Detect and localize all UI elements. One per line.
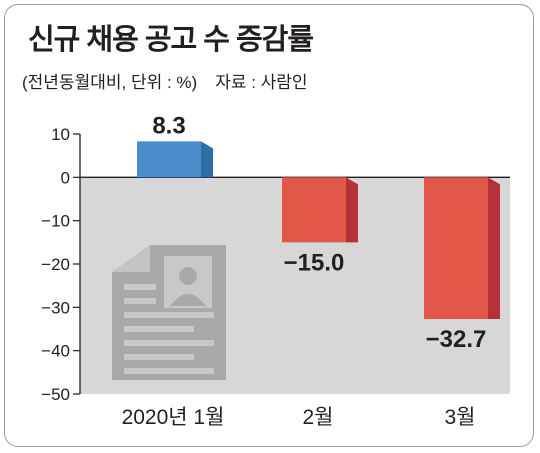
value-label: 8.3 (152, 112, 185, 139)
document-line (124, 312, 214, 318)
bars (137, 141, 500, 320)
bar (137, 141, 201, 178)
value-label: −32.7 (426, 326, 487, 353)
y-tick-label: −10 (41, 212, 70, 231)
bar-side (346, 177, 358, 243)
category-label: 2020년 1월 (122, 406, 225, 429)
value-label: −15.0 (284, 249, 345, 276)
y-tick-label: −30 (41, 298, 70, 317)
labels: 8.3 2020년 1월 −15.0 2월 −32.7 3월 (122, 112, 487, 429)
document-line (124, 298, 156, 304)
unit-note: (전년동월대비, 단위 : %) (22, 73, 198, 92)
document-line (124, 326, 194, 332)
resume-document-icon (112, 245, 226, 380)
category-label: 3월 (445, 406, 476, 429)
y-tick-label: −50 (41, 385, 70, 404)
document-line (124, 368, 214, 374)
y-tick-label: 0 (61, 168, 70, 187)
chart-title: 신규 채용 공고 수 증감률 (28, 24, 314, 56)
category-label: 2월 (303, 406, 334, 429)
photo-head (179, 267, 197, 285)
source-note: 자료 : 사람인 (215, 73, 308, 92)
y-tick-label: 10 (51, 125, 70, 144)
photo-body (170, 294, 206, 306)
bar (282, 177, 346, 243)
document-line (124, 340, 214, 346)
bar (424, 177, 488, 320)
document-line (124, 284, 156, 290)
bar-side (201, 141, 213, 178)
document-fold (112, 245, 150, 272)
y-tick-label: −20 (41, 255, 70, 274)
chart-subtitle: (전년동월대비, 단위 : %) 자료 : 사람인 (22, 68, 308, 93)
bar-side (488, 177, 500, 320)
document-line (124, 354, 194, 360)
y-tick-label: −40 (41, 342, 70, 361)
